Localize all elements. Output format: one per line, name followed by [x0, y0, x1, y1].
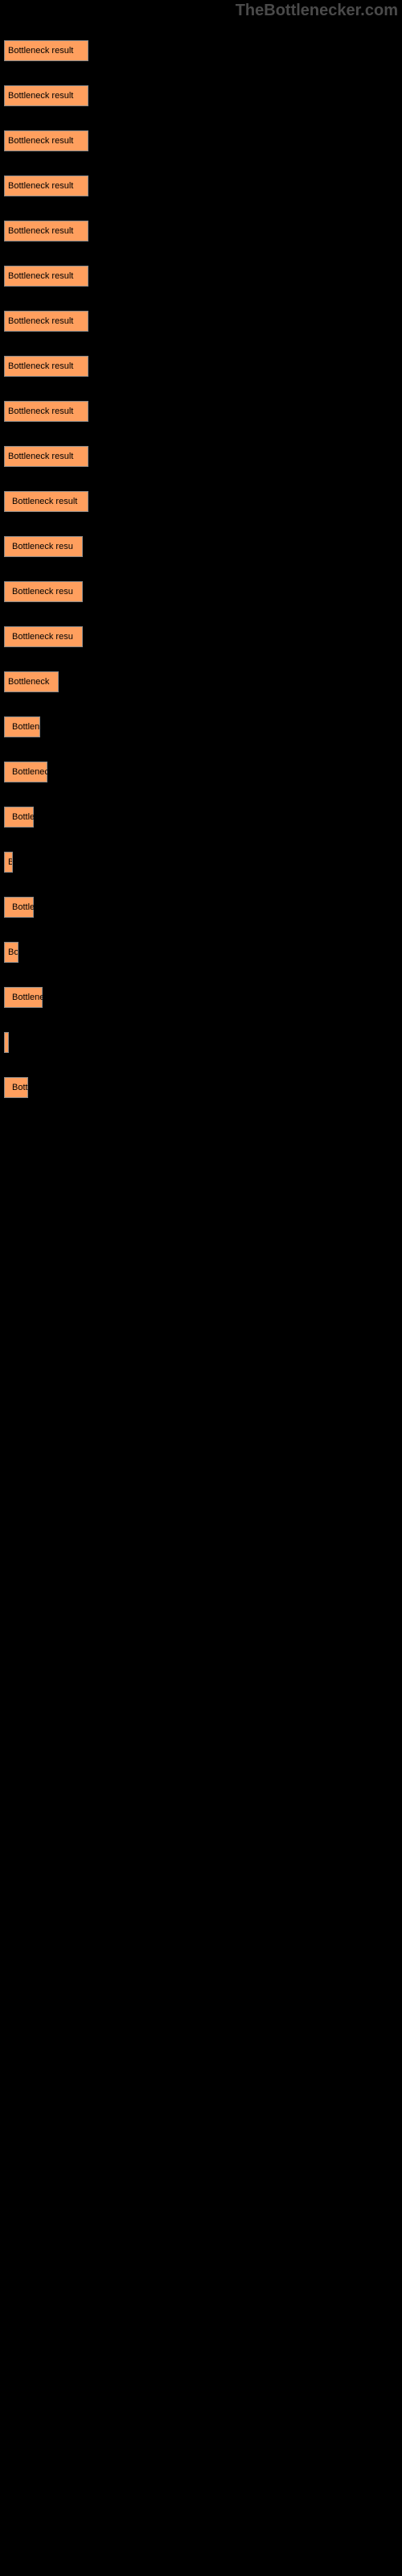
chart-bar[interactable]: Bottleneck result [4, 401, 88, 422]
bar-label: Bottleneck resu [12, 632, 73, 642]
bar-label: Bottleneck [12, 1083, 53, 1092]
bar-label: Bottleneck result [12, 497, 77, 506]
chart-bar[interactable] [4, 1032, 9, 1053]
bar-label: Bottle [12, 902, 35, 912]
chart-bar[interactable]: Bottleneck result [4, 40, 88, 61]
bar-row: Bottleneck result [4, 471, 398, 513]
bar-row: Bottleneck result [4, 336, 398, 378]
bar-row: Bottleneck result [4, 155, 398, 197]
bar-row: Bottleneck resu [4, 606, 398, 648]
bar-row: Bottle [4, 877, 398, 919]
bar-row: Bottleneck result [4, 426, 398, 468]
bar-label: Bottleneck [8, 677, 49, 687]
bar-row: Bottleneck result [4, 65, 398, 107]
chart-bar[interactable]: Bottleneck result [4, 130, 88, 151]
chart-bar[interactable]: Bottleneck result [4, 175, 88, 196]
bar-label: Bottlen [12, 722, 39, 732]
bar-label: B [8, 857, 13, 867]
bar-row: Bo [4, 922, 398, 964]
chart-bar[interactable]: Bottleneck result [4, 446, 88, 467]
chart-bar[interactable]: Bottleneck result [4, 221, 88, 242]
bar-label: Bo [8, 947, 18, 957]
bar-row: B [4, 832, 398, 873]
chart-bar[interactable]: Bottleneck [4, 671, 59, 692]
bar-label: Bottleneck result [8, 91, 73, 101]
chart-bar[interactable]: Bo [4, 942, 18, 963]
bar-label: Bottleneck resu [12, 587, 73, 597]
bar-row: Bottleneck [4, 741, 398, 783]
bar-row: Bottleneck [4, 651, 398, 693]
chart-bar[interactable]: Bottleneck result [4, 85, 88, 106]
bar-label: Bottleneck result [8, 136, 73, 146]
bar-label: Bottleneck result [8, 46, 73, 56]
chart-bar[interactable]: B [4, 852, 13, 873]
bar-row: Bottleneck resu [4, 516, 398, 558]
bar-row: Bottleneck result [4, 110, 398, 152]
bar-label: Bottle [12, 812, 35, 822]
bar-label: Bottleneck result [8, 407, 73, 416]
bar-label: Bottleneck [12, 993, 53, 1002]
bar-label: Bottleneck [12, 767, 53, 777]
bar-row: Bottleneck [4, 967, 398, 1009]
chart-bar[interactable]: Bottleneck result [4, 311, 88, 332]
bar-chart: Bottleneck result Bottleneck result Bottle… [0, 20, 402, 1099]
bar-row: Bottleneck result [4, 291, 398, 332]
bar-row [4, 1012, 398, 1054]
bar-label: Bottleneck resu [12, 542, 73, 551]
bar-label: Bottleneck result [8, 181, 73, 191]
bar-label: Bottleneck result [8, 361, 73, 371]
bar-row: Bottle [4, 786, 398, 828]
bar-row: Bottleneck result [4, 381, 398, 423]
chart-bar[interactable]: Bottleneck result [4, 266, 88, 287]
bar-label: Bottleneck result [8, 226, 73, 236]
bar-row: Bottleneck resu [4, 561, 398, 603]
bar-row: Bottleneck [4, 1057, 398, 1099]
watermark-text: TheBottlenecker.com [236, 2, 398, 20]
bar-label: Bottleneck result [8, 316, 73, 326]
bar-row: Bottleneck result [4, 20, 398, 62]
bar-row: Bottlen [4, 696, 398, 738]
chart-bar[interactable]: Bottleneck result [4, 356, 88, 377]
bar-label: Bottleneck result [8, 271, 73, 281]
bar-label: Bottleneck result [8, 452, 73, 461]
bar-row: Bottleneck result [4, 246, 398, 287]
bar-row: Bottleneck result [4, 200, 398, 242]
